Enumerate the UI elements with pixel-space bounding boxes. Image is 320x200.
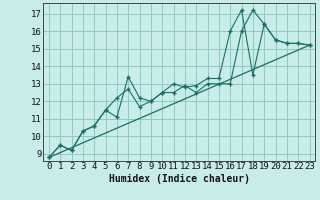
X-axis label: Humidex (Indice chaleur): Humidex (Indice chaleur) (109, 174, 250, 184)
